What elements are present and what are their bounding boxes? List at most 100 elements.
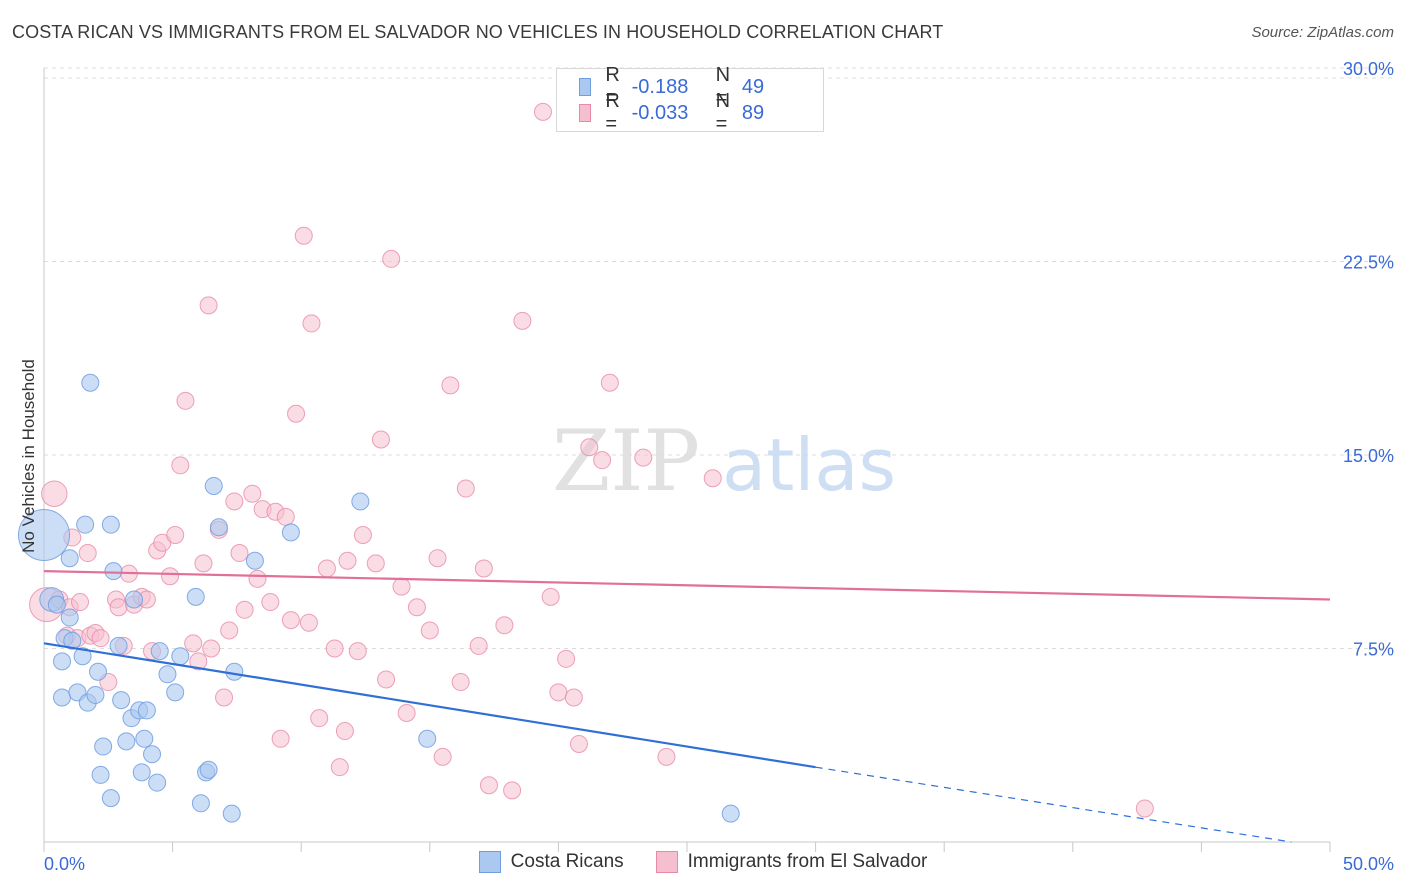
el-salvador-point [243,484,262,503]
el-salvador-point [189,652,208,671]
el-salvador-point [392,577,411,596]
el-salvador-point [451,673,470,692]
costa-ricans-point [225,662,244,681]
el-salvador-point [281,611,300,630]
el-salvador-point [564,688,583,707]
costa-ricans-point [76,515,95,534]
el-salvador-point [325,639,344,658]
legend-r-value: -0.188 [631,75,689,98]
el-salvador-point [382,249,401,268]
el-salvador-point [176,391,195,410]
costa-ricans-point [132,763,151,782]
costa-ricans-point [204,476,223,495]
legend-row-costa-ricans: R = -0.188 N = 49 [579,64,826,109]
watermark-zip: ZIP [552,412,700,510]
el-salvador-point [703,469,722,488]
costa-ricans-point [109,636,128,655]
el-salvador-point [593,451,612,470]
stats-legend: R = -0.188 N = 49 R = -0.033 N = 89 [556,64,826,135]
costa-ricans-point [351,492,370,511]
costa-ricans-point [143,745,162,764]
el-salvador-point [634,448,653,467]
el-salvador-point [353,525,372,544]
el-salvador-point [230,544,249,563]
costa-ricans-point [721,804,740,823]
el-salvador-point [420,621,439,640]
x-ticks [43,842,1331,852]
legend-r-label: R = [605,64,620,109]
source-label: Source: ZipAtlas.com [1251,24,1394,41]
el-salvador-point [441,376,460,395]
el-salvador-point [294,226,313,245]
legend-item-costa-ricans[interactable]: Costa Ricans [478,851,624,873]
el-salvador-point [335,722,354,741]
el-salvador-point [503,781,522,800]
el-salvador-point [199,296,218,315]
el-salvador-point [261,593,280,612]
el-salvador-point [317,559,336,578]
legend-r-label: R = [605,90,620,135]
legend-swatch-blue [579,78,592,96]
x-tick-label-max: 50.0% [1343,854,1394,874]
costa-ricans-point [86,685,105,704]
el-salvador-point [235,600,254,619]
el-salvador-point [479,776,498,795]
legend-swatch-pink [655,851,678,873]
costa-ricans-trend-line [43,642,816,769]
costa-ricans-point [199,760,218,779]
y-tick-label: 7.5% [1353,640,1394,660]
costa-ricans-point [81,373,100,392]
el-salvador-point [533,102,552,121]
el-salvador-point [549,683,568,702]
costa-ricans-point [186,587,205,606]
el-salvador-point [377,670,396,689]
costa-ricans-point [53,688,72,707]
el-salvador-point [225,492,244,511]
el-salvador-point [397,704,416,722]
costa-ricans-point [281,523,300,542]
x-tick-label-min: 0.0% [44,854,85,874]
trend-lines [43,570,1331,843]
el-salvador-point [469,636,488,655]
costa-ricans-point [171,647,190,666]
el-salvador-point [600,373,619,392]
costa-ricans-point [191,794,210,813]
el-salvador-point [474,559,493,578]
el-salvador-point [513,311,532,330]
el-salvador-point [71,593,90,612]
el-salvador-point [91,629,110,648]
costa-ricans-point [53,652,72,671]
legend-n-value: 89 [741,101,765,124]
el-salvador-point [433,747,452,766]
legend-row-el-salvador: R = -0.033 N = 89 [579,90,826,135]
el-salvador-point [215,688,234,707]
watermark-atlas: atlas [722,423,896,507]
el-salvador-point [371,430,390,449]
costa-ricans-point [101,789,120,808]
el-salvador-point [348,642,367,661]
legend-r-value: -0.033 [631,101,689,124]
el-salvador-trend-line [43,570,1331,601]
costa-ricans-point [63,631,82,650]
legend-item-el-salvador[interactable]: Immigrants from El Salvador [655,851,927,873]
costa-ricans-point [166,683,185,702]
legend-n-value: 49 [741,75,765,98]
legend-swatch-pink [579,104,592,122]
el-salvador-point [271,729,290,748]
el-salvador-point [310,709,329,728]
costa-ricans-point [209,518,228,537]
chart-title: COSTA RICAN VS IMMIGRANTS FROM EL SALVAD… [12,22,944,42]
y-tick-label: 15.0% [1343,446,1394,466]
costa-ricans-point [47,595,66,614]
costa-ricans-point [137,701,156,720]
legend-swatch-blue [478,851,501,873]
el-salvador-point [557,649,576,668]
costa-ricans-point [222,804,241,823]
costa-ricans-point [112,691,131,710]
costa-ricans-point [125,590,144,609]
watermark: ZIP atlas [552,412,896,510]
el-salvador-point [495,616,514,635]
el-salvador-point [1135,799,1154,818]
el-salvador-point [161,567,180,586]
el-salvador-point [428,549,447,568]
